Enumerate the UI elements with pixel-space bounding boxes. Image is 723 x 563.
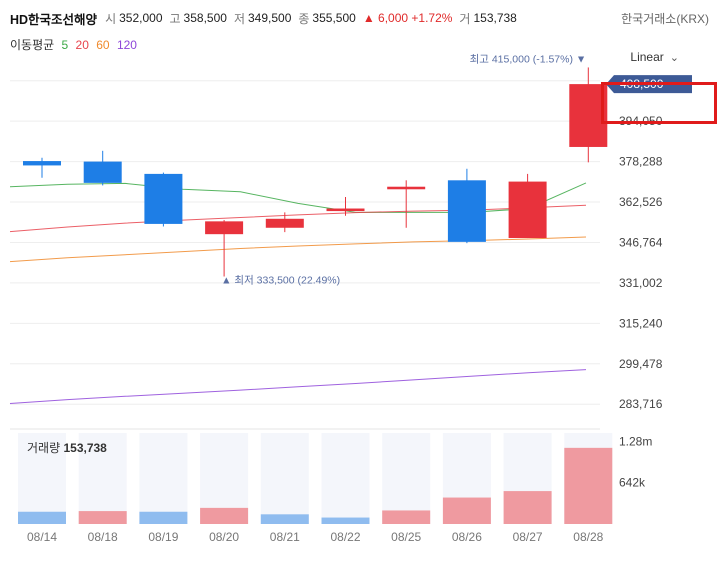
volume-slot xyxy=(18,433,66,524)
x-tick-label: 08/26 xyxy=(452,530,482,544)
volume-bar-08/14 xyxy=(18,511,66,524)
volume-bar-08/21 xyxy=(260,514,309,524)
x-tick-label: 08/28 xyxy=(573,530,603,544)
ma-period-60[interactable]: 60 xyxy=(96,38,110,52)
open-value: 352,000 xyxy=(119,11,163,25)
stock-header: HD한국조선해양 시 352,000 고 358,500 저 349,500 종… xyxy=(10,8,524,28)
low-value: 349,500 xyxy=(247,11,292,25)
annotations: 408,500 최고 415,000 (-1.57%) ▼ ▲ 최저 333,500… xyxy=(221,53,692,287)
volume-bar-08/22 xyxy=(321,517,370,524)
y-tick-label: 283,716 xyxy=(619,397,663,411)
volume-bar-08/25 xyxy=(382,510,431,524)
volume-tick-label: 1.28m xyxy=(619,434,652,448)
y-tick-label: 315,240 xyxy=(619,316,663,330)
ma-period-120[interactable]: 120 xyxy=(116,38,137,52)
candle-08/21 xyxy=(265,212,304,233)
candle-08/28 xyxy=(569,67,608,163)
x-tick-label: 08/27 xyxy=(513,530,543,544)
scale-select-value: Linear xyxy=(630,50,664,64)
volume-bar-08/18 xyxy=(78,511,127,524)
current-price-label: 408,500 xyxy=(620,77,664,91)
ma-line-120 xyxy=(9,369,587,404)
candle-body xyxy=(447,180,486,242)
y-tick-label: 331,002 xyxy=(619,276,663,290)
ma-line-20 xyxy=(9,204,587,233)
volume-bar-08/19 xyxy=(139,511,188,524)
candle-body xyxy=(205,221,244,235)
volume-slot xyxy=(382,433,431,524)
grid-lines xyxy=(10,80,600,405)
volume-bar-08/28 xyxy=(564,447,613,524)
moving-average-title: 이동평균 xyxy=(10,38,55,52)
open-label: 시 xyxy=(105,11,117,26)
high-annotation: 최고 415,000 (-1.57%) ▼ xyxy=(470,53,587,65)
moving-average-legend: 이동평균 5 20 60 120 xyxy=(10,36,141,53)
ma-line-60 xyxy=(9,236,587,263)
ma-period-5[interactable]: 5 xyxy=(61,38,69,52)
candle-body xyxy=(23,161,61,166)
candle-08/14 xyxy=(23,157,61,178)
volume-bar-08/26 xyxy=(442,497,491,524)
scale-select[interactable]: Linear ⌄ xyxy=(630,50,679,64)
candle-body xyxy=(387,186,426,190)
volume-last: 153,738 xyxy=(63,441,107,455)
candle-08/27 xyxy=(508,173,547,239)
x-tick-label: 08/19 xyxy=(148,530,178,544)
candle-body xyxy=(508,181,547,239)
x-tick-label: 08/21 xyxy=(270,530,300,544)
volume-label: 거 xyxy=(459,11,471,26)
candle-body xyxy=(569,84,608,147)
candle-08/20 xyxy=(205,220,244,277)
x-tick-label: 08/14 xyxy=(27,530,57,544)
x-tick-label: 08/20 xyxy=(209,530,239,544)
volume-bar-08/27 xyxy=(503,491,552,524)
volume-value: 153,738 xyxy=(473,11,517,25)
candle-08/26 xyxy=(447,168,486,244)
chevron-down-icon: ⌄ xyxy=(669,52,679,64)
volume-slot xyxy=(139,433,188,524)
volume-slot xyxy=(321,433,370,524)
candle-08/25 xyxy=(387,180,426,228)
price-change: ▲ 6,000 +1.72% xyxy=(362,11,453,25)
moving-average-lines xyxy=(9,182,587,404)
low-annotation: ▲ 최저 333,500 (22.49%) xyxy=(221,275,340,287)
candle-body xyxy=(144,173,183,224)
volume-tick-label: 642k xyxy=(619,476,646,490)
x-tick-label: 08/25 xyxy=(391,530,421,544)
candle-body xyxy=(326,208,365,212)
low-label: 저 xyxy=(233,11,245,26)
y-axis-ticks: 394,050 378,288 362,526 346,764 331,002 315,2… xyxy=(619,114,663,411)
high-label: 고 xyxy=(169,11,181,26)
candle-08/22 xyxy=(326,196,365,216)
volume-bar-08/20 xyxy=(200,507,249,524)
volume-slot xyxy=(260,433,309,524)
x-tick-label: 08/18 xyxy=(88,530,118,544)
ma-line-5 xyxy=(9,182,587,213)
candle-body xyxy=(83,161,122,183)
candle-08/18 xyxy=(83,150,122,186)
volume-panel: 거래량 153,738 1.28m 642k xyxy=(10,428,652,524)
candle-body xyxy=(265,218,304,228)
stock-name: HD한국조선해양 xyxy=(10,12,98,27)
candles xyxy=(23,67,608,277)
volume-title: 거래량 153,738 xyxy=(27,441,107,455)
y-tick-label: 378,288 xyxy=(619,155,663,169)
volume-slot xyxy=(78,433,127,524)
candle-08/19 xyxy=(144,172,183,227)
ma-period-20[interactable]: 20 xyxy=(75,38,89,52)
close-label: 종 xyxy=(298,11,310,26)
y-tick-label: 394,050 xyxy=(619,114,663,128)
y-tick-label: 362,526 xyxy=(619,195,663,209)
high-value: 358,500 xyxy=(183,11,227,25)
x-axis-ticks: 08/14 08/18 08/19 08/20 08/21 08/22 08/25 08/26… xyxy=(27,530,604,544)
exchange-name: 한국거래소(KRX) xyxy=(621,12,709,26)
x-tick-label: 08/22 xyxy=(330,530,360,544)
close-value: 355,500 xyxy=(312,11,356,25)
y-tick-label: 299,478 xyxy=(619,357,663,371)
y-tick-label: 346,764 xyxy=(619,235,663,249)
